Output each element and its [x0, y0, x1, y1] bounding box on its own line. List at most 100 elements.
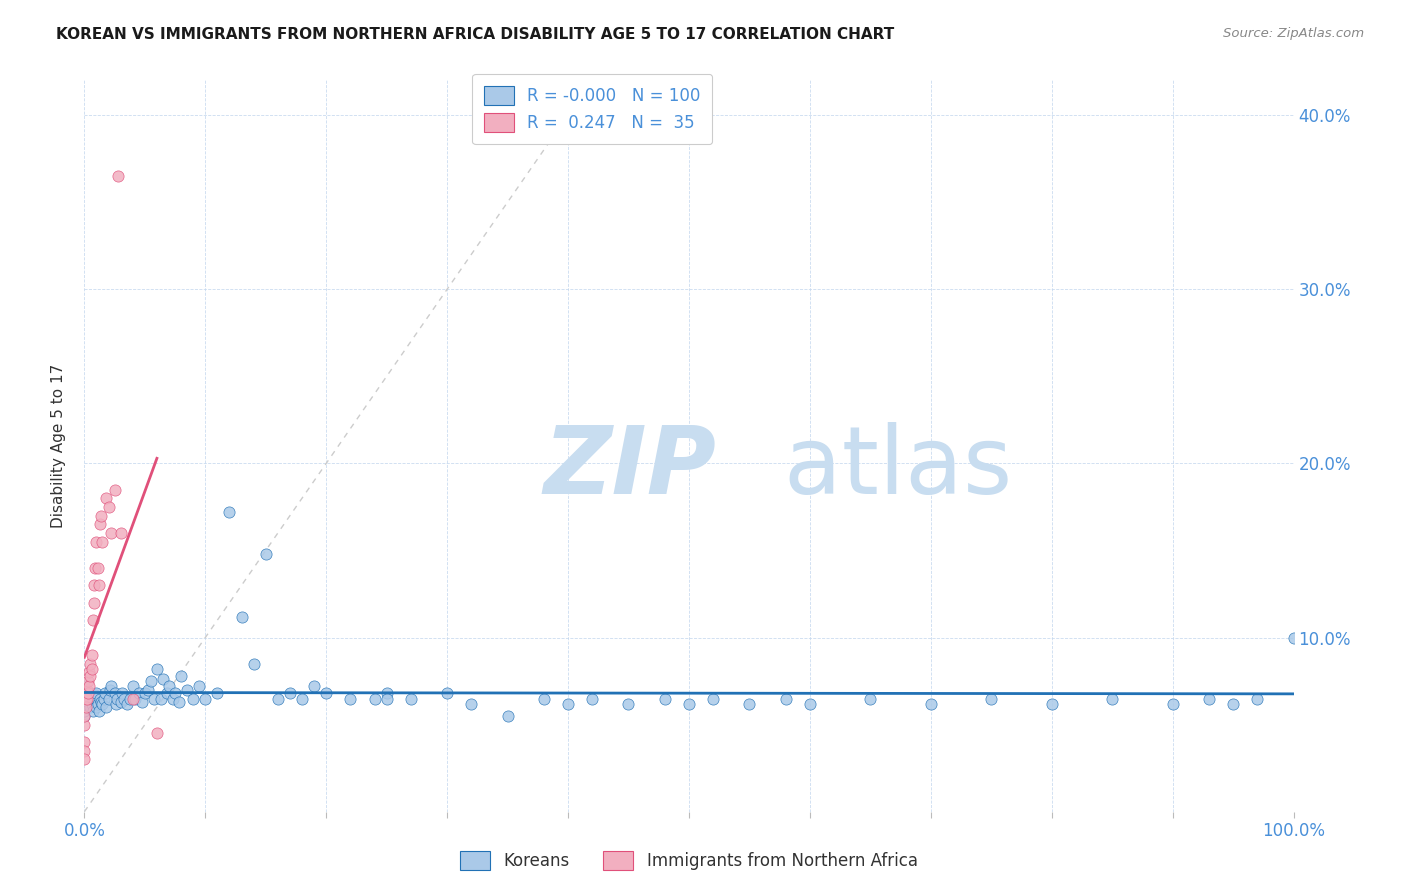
Point — [94, 700, 117, 714]
Point — [149, 691, 172, 706]
Point — [97, 691, 120, 706]
Point — [775, 691, 797, 706]
Point — [77, 686, 100, 700]
Point — [79, 657, 101, 671]
Point — [254, 547, 277, 561]
Point — [83, 596, 105, 610]
Point — [920, 697, 942, 711]
Point — [363, 691, 385, 706]
Point — [87, 578, 110, 592]
Point — [207, 686, 229, 700]
Point — [162, 691, 184, 706]
Point — [73, 735, 96, 749]
Point — [79, 669, 101, 683]
Point — [86, 697, 108, 711]
Point — [79, 686, 101, 700]
Point — [86, 561, 108, 575]
Point — [91, 534, 114, 549]
Point — [267, 691, 290, 706]
Point — [278, 686, 301, 700]
Point — [110, 526, 132, 541]
Point — [89, 517, 111, 532]
Point — [73, 700, 96, 714]
Point — [176, 682, 198, 697]
Point — [82, 704, 104, 718]
Point — [315, 686, 337, 700]
Point — [121, 691, 143, 706]
Point — [143, 691, 166, 706]
Point — [128, 686, 150, 700]
Point — [557, 697, 579, 711]
Point — [94, 491, 117, 506]
Point — [73, 744, 96, 758]
Point — [77, 695, 100, 709]
Point — [1222, 697, 1244, 711]
Point — [90, 695, 112, 709]
Point — [339, 691, 361, 706]
Text: Source: ZipAtlas.com: Source: ZipAtlas.com — [1223, 27, 1364, 40]
Point — [375, 691, 398, 706]
Point — [157, 679, 180, 693]
Point — [131, 695, 153, 709]
Point — [105, 691, 128, 706]
Point — [738, 697, 761, 711]
Point — [77, 674, 100, 689]
Point — [80, 697, 103, 711]
Point — [167, 695, 190, 709]
Point — [100, 679, 122, 693]
Point — [152, 673, 174, 687]
Point — [181, 691, 204, 706]
Point — [1040, 697, 1063, 711]
Text: atlas: atlas — [544, 422, 1012, 514]
Point — [460, 697, 482, 711]
Point — [73, 704, 96, 718]
Point — [94, 686, 117, 700]
Point — [165, 686, 187, 700]
Point — [121, 679, 143, 693]
Point — [80, 648, 103, 662]
Point — [83, 578, 105, 592]
Point — [73, 709, 96, 723]
Point — [188, 679, 211, 693]
Point — [84, 688, 107, 702]
Y-axis label: Disability Age 5 to 17: Disability Age 5 to 17 — [51, 364, 66, 528]
Point — [77, 690, 100, 704]
Point — [73, 679, 96, 693]
Point — [799, 697, 821, 711]
Point — [86, 686, 108, 700]
Point — [104, 697, 127, 711]
Point — [291, 691, 314, 706]
Point — [112, 691, 135, 706]
Point — [73, 691, 96, 706]
Point — [218, 505, 240, 519]
Legend: Koreans, Immigrants from Northern Africa: Koreans, Immigrants from Northern Africa — [454, 844, 924, 877]
Point — [82, 613, 104, 627]
Point — [139, 674, 162, 689]
Point — [115, 697, 138, 711]
Point — [75, 700, 97, 714]
Text: KOREAN VS IMMIGRANTS FROM NORTHERN AFRICA DISABILITY AGE 5 TO 17 CORRELATION CHA: KOREAN VS IMMIGRANTS FROM NORTHERN AFRIC… — [56, 27, 894, 42]
Point — [73, 752, 96, 766]
Point — [678, 697, 700, 711]
Point — [1198, 691, 1220, 706]
Point — [73, 686, 96, 700]
Point — [73, 682, 96, 697]
Point — [654, 691, 676, 706]
Point — [104, 686, 127, 700]
Point — [84, 561, 107, 575]
Point — [73, 709, 96, 723]
Point — [859, 691, 882, 706]
Point — [170, 669, 193, 683]
Point — [87, 704, 110, 718]
Point — [399, 691, 422, 706]
Point — [73, 717, 96, 731]
Point — [86, 691, 108, 706]
Point — [86, 534, 108, 549]
Point — [242, 657, 264, 671]
Point — [581, 691, 603, 706]
Point — [77, 665, 100, 680]
Point — [90, 508, 112, 523]
Point — [146, 662, 169, 676]
Point — [496, 709, 519, 723]
Point — [146, 726, 169, 740]
